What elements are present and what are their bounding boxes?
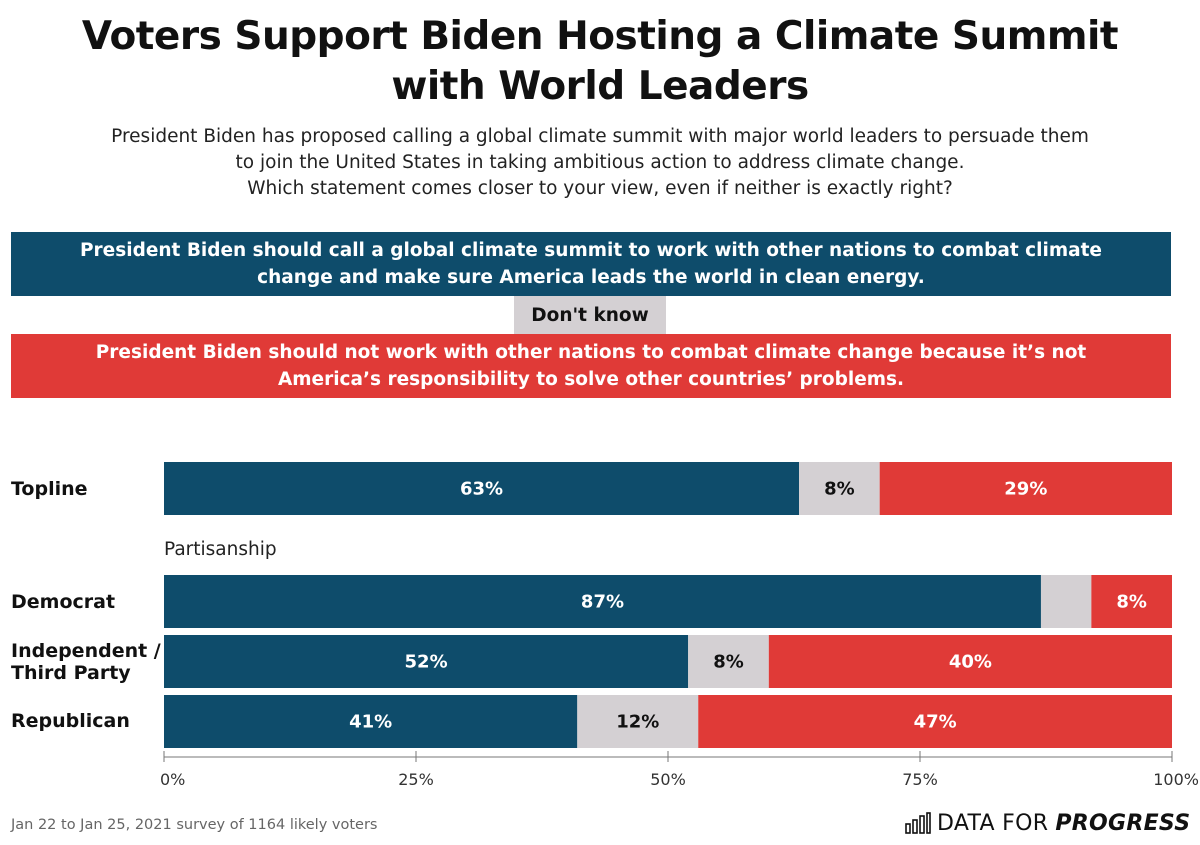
bars-layer: 63% 8% 29% 87% 8% 52% 8% 40% 41% 12% 47% <box>164 462 1172 748</box>
bar-republican-dont-know <box>577 695 699 748</box>
survey-note: Jan 22 to Jan 25, 2021 survey of 1164 li… <box>11 817 378 833</box>
bar-topline-support <box>164 462 800 515</box>
bar-democrat-support <box>164 575 1041 628</box>
legend-oppose-label: President Biden should not work with oth… <box>95 342 1087 390</box>
subtitle-line-2: to join the United States in taking ambi… <box>235 152 965 173</box>
bar-topline-dont-know <box>799 462 880 515</box>
data-label-republican-oppose: 47% <box>914 712 957 733</box>
x-tick-label: 100% <box>1153 770 1199 789</box>
data-label-democrat-support: 87% <box>581 592 624 613</box>
chart-title-line: Voters Support Biden Hosting a Climate S… <box>81 14 1119 109</box>
data-label-democrat-oppose: 8% <box>1116 592 1147 613</box>
group-label-partisanship: Partisanship <box>164 539 277 560</box>
brand-text-regular: DATA FOR <box>937 810 1049 836</box>
data-label-republican-dont-know: 12% <box>616 712 659 733</box>
bar-republican-oppose <box>698 695 1172 748</box>
x-tick-label: 0% <box>160 770 185 789</box>
data-label-topline-oppose: 29% <box>1004 479 1047 500</box>
data-label-republican-support: 41% <box>349 712 392 733</box>
bar-democrat-dont-know <box>1040 575 1092 628</box>
x-tick-label: 50% <box>650 770 686 789</box>
subtitle-line-1: President Biden has proposed calling a g… <box>111 126 1089 147</box>
bar-independent-oppose <box>768 635 1172 688</box>
x-tick-label: 75% <box>902 770 938 789</box>
bar-chart-logo-icon <box>905 812 931 834</box>
data-label-independent-support: 52% <box>405 652 448 673</box>
legend-support-label: President Biden should call a global cli… <box>80 240 1102 288</box>
legend-dont-know: Don't know <box>514 296 666 334</box>
x-tick-label: 25% <box>398 770 434 789</box>
chart-title: Voters Support Biden Hosting a Climate S… <box>0 12 1200 112</box>
row-label-topline: Topline <box>11 478 88 500</box>
chart-subtitle: President Biden has proposed calling a g… <box>0 124 1200 202</box>
data-label-topline-dont-know: 8% <box>824 479 855 500</box>
row-label-democrat: Democrat <box>11 591 116 613</box>
legend-oppose: President Biden should not work with oth… <box>11 334 1171 398</box>
bar-topline-oppose <box>879 462 1172 515</box>
row-label-republican: Republican <box>11 710 130 732</box>
bar-independent-dont-know <box>688 635 769 688</box>
legend-dont-know-label: Don't know <box>531 304 649 326</box>
x-axis: 0% 25% 50% 75% 100% <box>160 751 1199 789</box>
data-label-topline-support: 63% <box>460 479 503 500</box>
brand-logo: DATA FOR PROGRESS <box>905 808 1190 838</box>
subtitle-line-3: Which statement comes closer to your vie… <box>247 178 953 199</box>
bar-independent-support <box>164 635 689 688</box>
legend-support: President Biden should call a global cli… <box>11 232 1171 296</box>
row-label-independent: Independent / Third Party <box>11 640 161 684</box>
brand-text-bold: PROGRESS <box>1055 810 1191 836</box>
data-label-independent-oppose: 40% <box>949 652 992 673</box>
bar-democrat-oppose <box>1091 575 1172 628</box>
data-label-independent-dont-know: 8% <box>713 652 744 673</box>
bar-republican-support <box>164 695 578 748</box>
